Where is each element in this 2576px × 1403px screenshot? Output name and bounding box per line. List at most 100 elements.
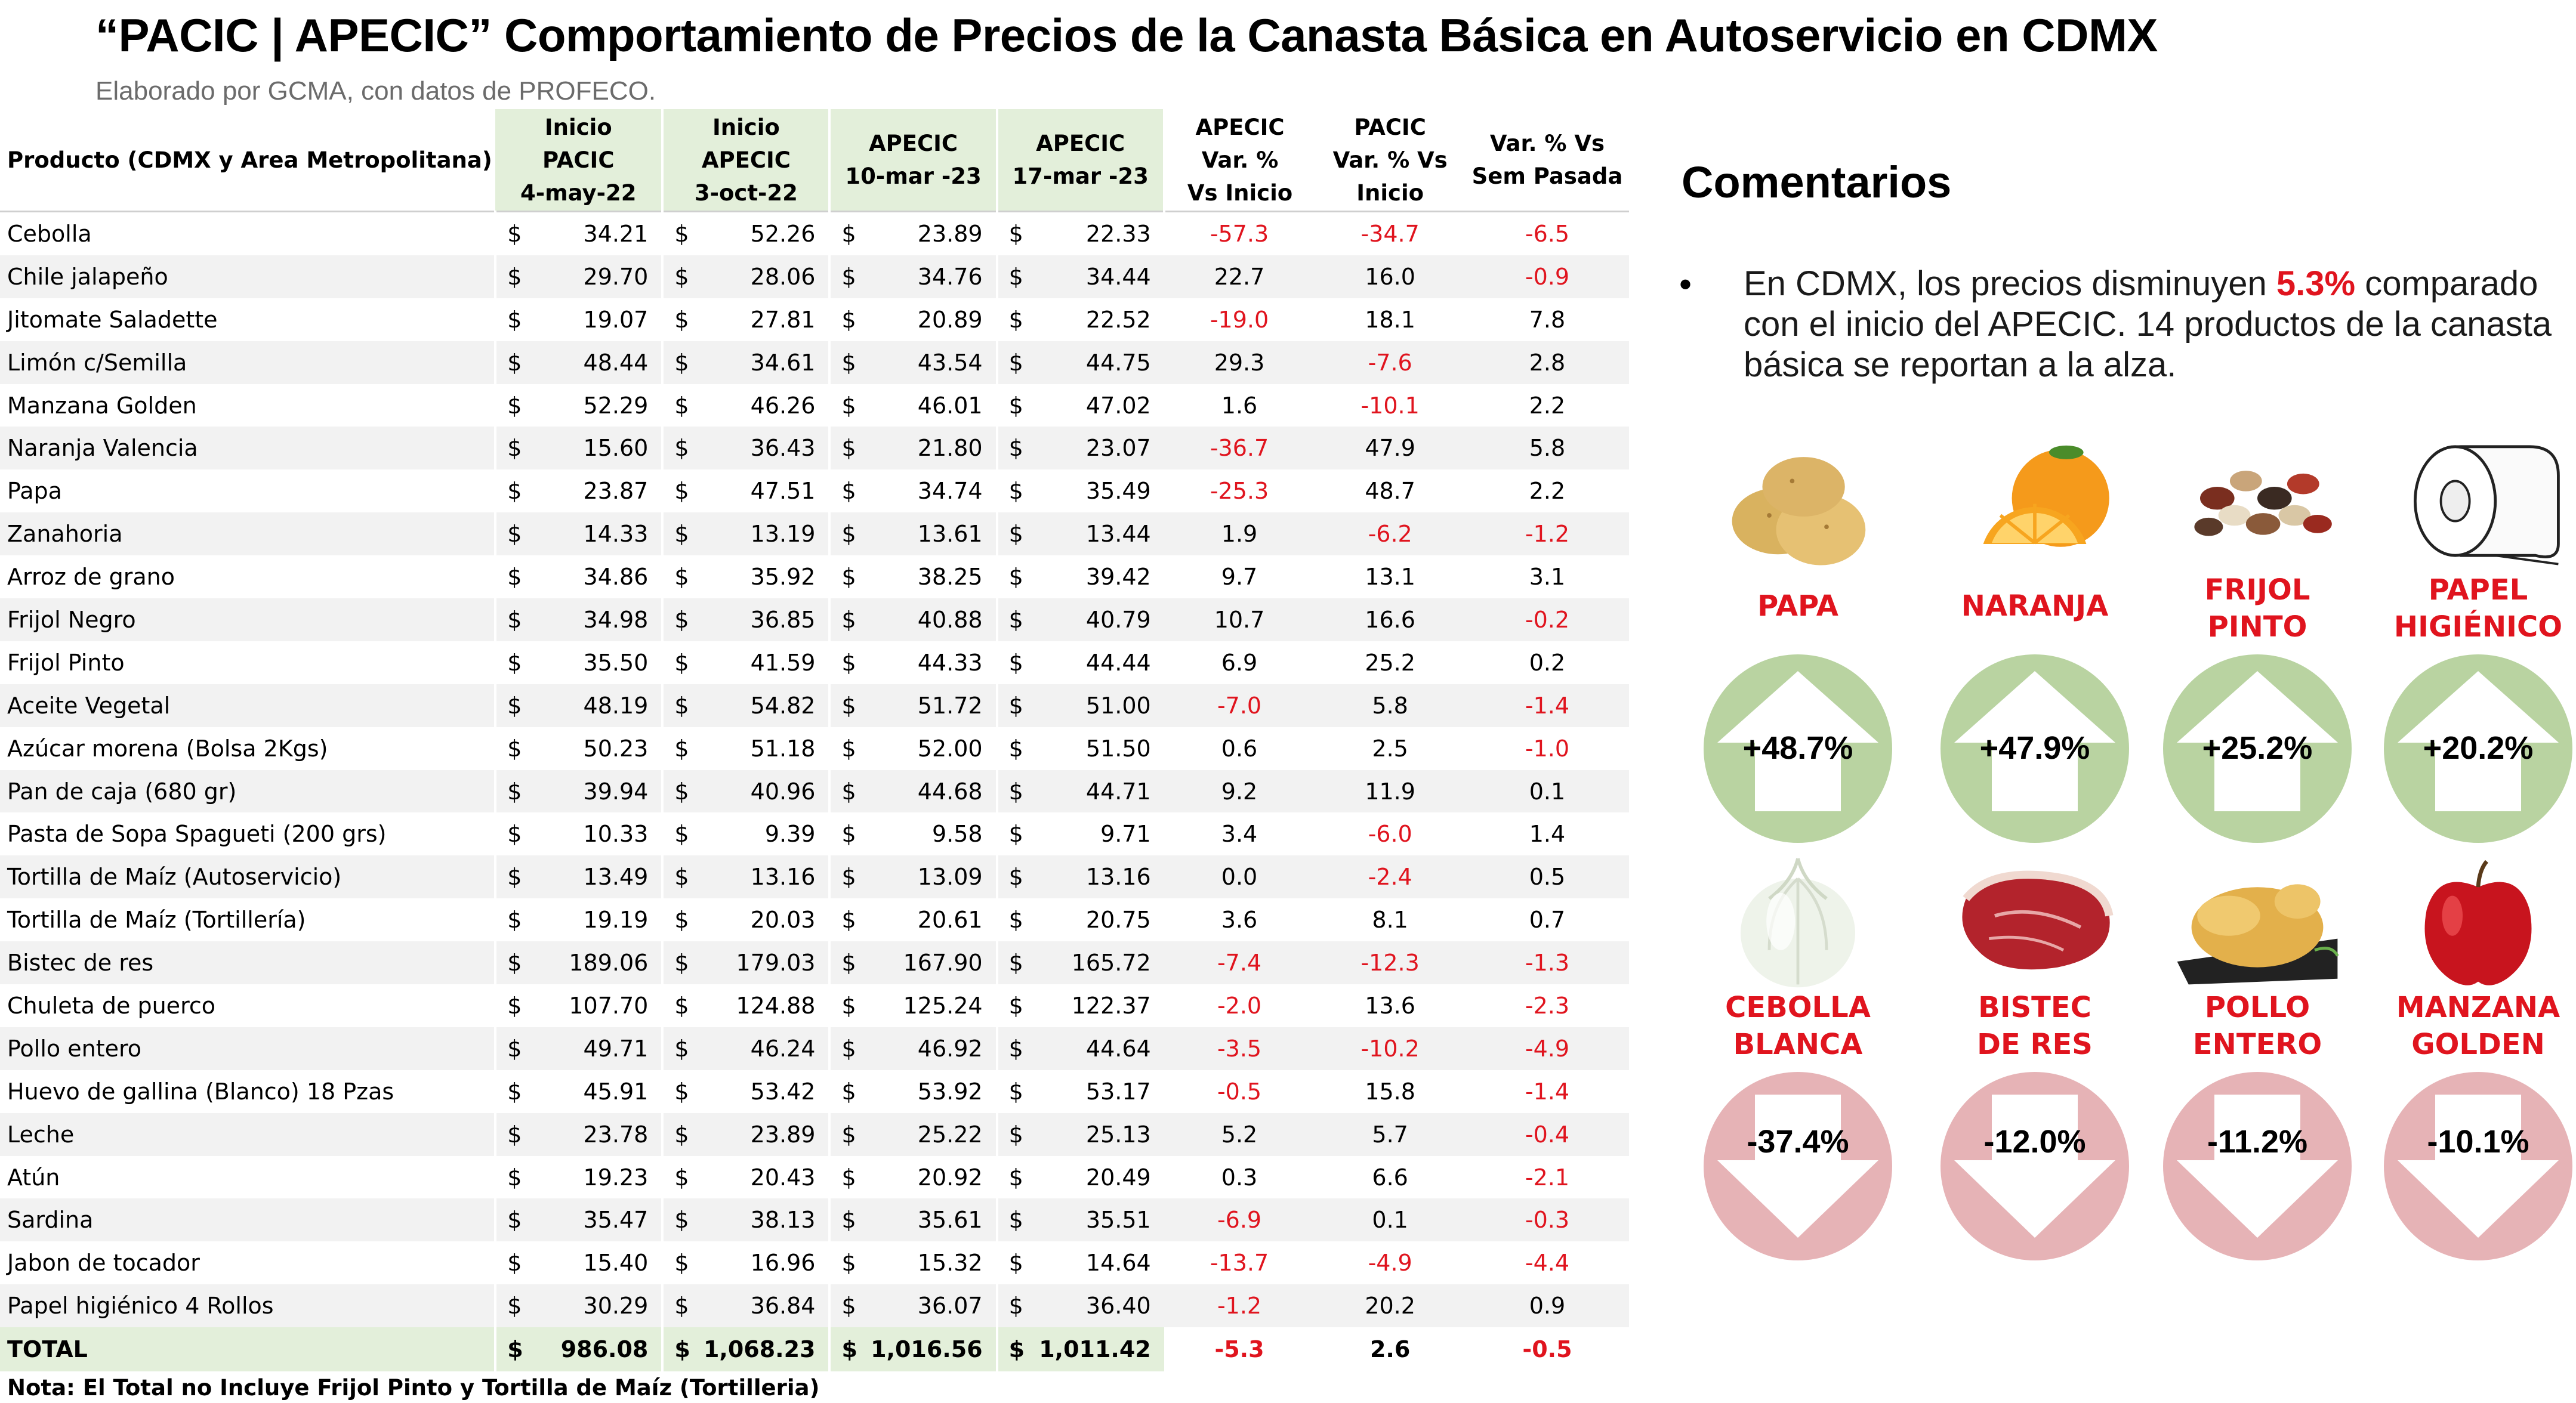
cell-price: $13.19 bbox=[661, 512, 830, 556]
cell-price: $13.09 bbox=[828, 855, 997, 899]
cell-variation: 3.1 bbox=[1529, 564, 1566, 591]
cell-variation: 0.9 bbox=[1465, 1284, 1629, 1328]
cell-variation: -57.3 bbox=[1210, 220, 1269, 247]
header-col-7: Var. % Vs Sem Pasada bbox=[1465, 109, 1629, 212]
cell-price: $23.87 bbox=[494, 469, 663, 513]
cell-price: $53.17 bbox=[995, 1070, 1164, 1113]
cell-variation: -6.9 bbox=[1164, 1198, 1315, 1242]
cell-product: Pasta de Sopa Spagueti (200 grs) bbox=[7, 821, 387, 848]
product-label: FRIJOL PINTO bbox=[2204, 573, 2310, 644]
cell-variation: 22.7 bbox=[1164, 255, 1315, 298]
table-row: Atún $19.23 $20.43 $20.92 $20.49 0.3 6.6 -2.1 bbox=[0, 1155, 1629, 1199]
cell-price: $40.88 bbox=[828, 598, 997, 641]
total-variation: 2.6 bbox=[1315, 1327, 1466, 1372]
cell-variation: -1.0 bbox=[1525, 735, 1570, 762]
cell-product: Naranja Valencia bbox=[0, 427, 496, 470]
product-label: CEBOLLA BLANCA bbox=[1725, 991, 1871, 1061]
cell-variation: -0.4 bbox=[1465, 1112, 1629, 1156]
cell-variation: -0.3 bbox=[1465, 1198, 1629, 1242]
decrease-arrow-icon bbox=[2163, 1072, 2352, 1260]
cell-price: $30.29 bbox=[494, 1284, 663, 1328]
comment-highlight: 5.3% bbox=[2276, 264, 2356, 303]
decrease-card: MANZANA GOLDEN -10.1% bbox=[2380, 847, 2576, 1384]
decrease-card: POLLO ENTERO -11.2% bbox=[2159, 847, 2356, 1384]
cell-price: $10.33 bbox=[494, 812, 663, 856]
cell-variation: 9.7 bbox=[1221, 564, 1258, 591]
cell-price: $52.29 bbox=[494, 384, 663, 427]
cell-price: $19.23 bbox=[494, 1155, 663, 1199]
cell-product: Leche bbox=[0, 1112, 496, 1156]
cell-variation: -4.9 bbox=[1368, 1250, 1412, 1277]
cell-variation: -25.3 bbox=[1210, 478, 1269, 505]
cell-price: $165.72 bbox=[995, 941, 1164, 985]
cell-variation: 0.1 bbox=[1465, 770, 1629, 813]
cell-variation: 0.7 bbox=[1529, 907, 1566, 934]
change-value: +48.7% bbox=[1742, 730, 1853, 766]
cell-variation: 5.8 bbox=[1465, 427, 1629, 470]
comments-title: Comentarios bbox=[1682, 157, 1952, 207]
cell-price: $40.96 bbox=[661, 770, 830, 813]
total-variation: -0.5 bbox=[1465, 1327, 1629, 1372]
cell-price: $50.23 bbox=[494, 727, 663, 770]
steak-icon bbox=[1962, 870, 2114, 970]
cell-price: $34.21 bbox=[494, 211, 663, 255]
cell-variation: 15.8 bbox=[1365, 1078, 1415, 1105]
cell-variation: -10.2 bbox=[1315, 1027, 1466, 1070]
cell-variation: 13.6 bbox=[1365, 992, 1415, 1019]
cell-variation: -2.1 bbox=[1525, 1164, 1570, 1191]
cell-price: $19.19 bbox=[494, 898, 663, 942]
cell-price: $51.72 bbox=[828, 684, 997, 727]
cell-variation: -34.7 bbox=[1361, 220, 1420, 247]
cell-variation: 16.0 bbox=[1315, 255, 1466, 298]
cell-variation: 2.8 bbox=[1465, 341, 1629, 384]
cell-price: $43.54 bbox=[828, 341, 997, 384]
decrease-arrow-icon bbox=[2384, 1072, 2572, 1260]
table-row: Naranja Valencia $15.60 $36.43 $21.80 $23.07… bbox=[0, 427, 1629, 470]
increase-arrow-icon bbox=[2163, 654, 2352, 843]
cell-product: Limón c/Semilla bbox=[0, 341, 496, 384]
table-row: Limón c/Semilla $48.44 $34.61 $43.54 $44.75 2… bbox=[0, 341, 1629, 384]
comment-text: En CDMX, los precios disminuyen 5.3% com… bbox=[1744, 264, 2561, 385]
cell-product: Tortilla de Maíz (Autoservicio) bbox=[0, 855, 496, 899]
table-row: Chile jalapeño $29.70 $28.06 $34.76 $34.44 22… bbox=[0, 255, 1629, 298]
cell-variation: -1.3 bbox=[1465, 941, 1629, 985]
cell-price: $14.64 bbox=[995, 1241, 1164, 1285]
total-label: TOTAL bbox=[0, 1327, 496, 1372]
decrease-badge: -37.4% bbox=[1699, 1071, 1896, 1268]
cell-price: $51.50 bbox=[995, 727, 1164, 770]
cell-variation: -6.5 bbox=[1525, 220, 1570, 247]
cell-product: Huevo de gallina (Blanco) 18 Pzas bbox=[7, 1078, 394, 1105]
total-row: TOTAL $986.08 $1,068.23 $1,016.56 $1,011.42-… bbox=[0, 1327, 1629, 1372]
cell-price: $34.61 bbox=[661, 341, 830, 384]
increase-card: FRIJOL PINTO +25.2% bbox=[2159, 429, 2356, 966]
cell-price: $25.13 bbox=[995, 1112, 1164, 1156]
cell-price: $23.07 bbox=[995, 427, 1164, 470]
cell-variation: -12.3 bbox=[1315, 941, 1466, 985]
cell-variation: 20.2 bbox=[1315, 1284, 1466, 1328]
cell-price: $34.44 bbox=[995, 255, 1164, 298]
cell-variation: 0.5 bbox=[1465, 855, 1629, 899]
increase-badge: +25.2% bbox=[2159, 653, 2356, 850]
cell-product: Tortilla de Maíz (Tortillería) bbox=[7, 907, 306, 934]
cell-price: $16.96 bbox=[661, 1241, 830, 1285]
cell-product: Pan de caja (680 gr) bbox=[0, 770, 496, 813]
orange-icon bbox=[1983, 445, 2109, 547]
cell-price: $23.89 bbox=[828, 211, 997, 255]
increase-arrow-icon bbox=[2384, 654, 2572, 843]
change-value: -11.2% bbox=[2207, 1124, 2308, 1160]
cell-price: $15.32 bbox=[828, 1241, 997, 1285]
product-label: PAPA bbox=[1757, 589, 1838, 623]
cell-price: $52.00 bbox=[828, 727, 997, 770]
cell-price: $34.86 bbox=[494, 555, 663, 599]
toilet-paper-icon bbox=[2414, 445, 2560, 565]
cell-variation: -10.1 bbox=[1361, 392, 1420, 419]
cell-variation: 25.2 bbox=[1365, 649, 1415, 676]
table-row: Chuleta de puerco $107.70 $124.88 $125.24 $1… bbox=[0, 984, 1629, 1027]
cell-price: $167.90 bbox=[828, 941, 997, 985]
cell-variation: 29.3 bbox=[1164, 341, 1315, 384]
cell-price: $44.71 bbox=[995, 770, 1164, 813]
cell-price: $44.68 bbox=[828, 770, 997, 813]
table-row: Arroz de grano $34.86 $35.92 $38.25 $39.42 9.… bbox=[0, 555, 1629, 599]
cell-variation: -0.9 bbox=[1465, 255, 1629, 298]
product-label: PAPEL HIGIÉNICO bbox=[2393, 573, 2563, 644]
